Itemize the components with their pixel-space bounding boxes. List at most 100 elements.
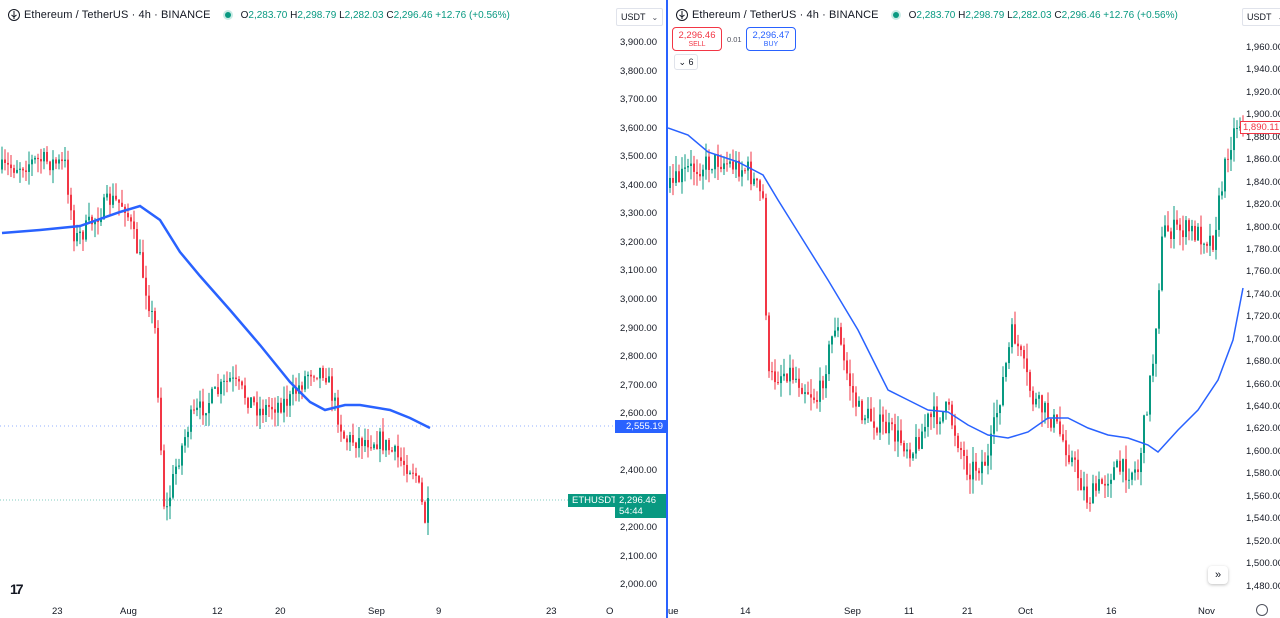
candle-body: [157, 327, 159, 398]
chart-pane-right[interactable]: Ethereum / TetherUS · 4h · BINANCE O2,28…: [666, 0, 1280, 618]
candle-body: [319, 367, 321, 379]
price-tick-label: 3,200.00: [620, 236, 657, 248]
symbol-title[interactable]: Ethereum / TetherUS · 4h · BINANCE: [692, 9, 879, 21]
candle-body: [828, 344, 830, 375]
candle-body: [322, 367, 324, 378]
candle-body: [154, 310, 156, 328]
candle-body: [780, 376, 782, 384]
candle-body: [1092, 483, 1094, 504]
price-tick-label: 1,900.00: [1246, 109, 1280, 121]
candle-body: [361, 438, 363, 447]
candle-body: [954, 425, 956, 436]
currency-select-left[interactable]: USDT ⌄: [616, 8, 664, 26]
candle-body: [897, 430, 899, 442]
candle-body: [343, 431, 345, 439]
candle-body: [1095, 483, 1097, 491]
candle-body: [424, 502, 426, 523]
candle-body: [49, 161, 51, 171]
scroll-to-realtime-button[interactable]: »: [1208, 566, 1228, 584]
candle-body: [220, 381, 222, 395]
candle-body: [406, 464, 408, 474]
candle-body: [1077, 459, 1079, 479]
candle-body: [403, 460, 405, 465]
candle-body: [334, 397, 336, 401]
candle-body: [214, 387, 216, 389]
candle-body: [753, 178, 755, 185]
candle-body: [340, 424, 342, 432]
price-tick-label: 3,300.00: [620, 208, 657, 220]
candle-body: [1230, 150, 1232, 160]
candle-body: [211, 388, 213, 404]
candle-body: [741, 170, 743, 177]
candle-body: [789, 367, 791, 382]
candle-body: [915, 437, 917, 454]
candle-body: [846, 360, 848, 374]
candle-body: [274, 409, 276, 413]
candle-body: [325, 377, 327, 383]
candle-body: [918, 437, 920, 449]
candle-body: [181, 445, 183, 466]
price-tick-label: 1,660.00: [1246, 378, 1280, 390]
chevron-down-icon: ⌄: [678, 57, 686, 67]
candle-body: [669, 177, 671, 188]
time-tick-label: 12: [212, 606, 223, 617]
buy-button[interactable]: 2,296.47 BUY: [746, 27, 796, 51]
candle-body: [358, 438, 360, 449]
candle-body: [166, 506, 168, 508]
candle-body: [1089, 502, 1091, 504]
price-tick-label: 1,820.00: [1246, 199, 1280, 211]
price-tick-label: 1,860.00: [1246, 154, 1280, 166]
price-tick-label: 1,540.00: [1246, 513, 1280, 525]
candle-body: [984, 461, 986, 466]
candle-body: [1053, 414, 1055, 428]
chart-canvas-left[interactable]: [0, 0, 666, 618]
price-tick-label: 2,400.00: [620, 465, 657, 477]
candle-body: [870, 408, 872, 422]
candle-body: [1227, 158, 1229, 160]
candle-body: [202, 401, 204, 416]
indicators-toggle-button[interactable]: ⌄ 6: [674, 54, 698, 70]
candle-body: [307, 374, 309, 377]
candle-body: [762, 191, 764, 198]
candle-body: [744, 170, 746, 172]
candle-body: [1014, 324, 1016, 344]
candle-body: [1155, 328, 1157, 364]
tradingview-logo[interactable]: 17: [10, 581, 24, 597]
candle-body: [337, 397, 339, 425]
candle-body: [819, 380, 821, 402]
candle-body: [1098, 479, 1100, 491]
candle-body: [4, 159, 6, 163]
symbol-title[interactable]: Ethereum / TetherUS · 4h · BINANCE: [24, 9, 211, 21]
chart-canvas-right[interactable]: [668, 0, 1280, 618]
time-tick-label: 20: [275, 606, 286, 617]
candle-body: [816, 399, 818, 402]
candle-body: [391, 450, 393, 452]
candle-body: [316, 377, 318, 379]
candle-body: [1107, 483, 1109, 486]
gear-icon[interactable]: [1256, 604, 1268, 616]
candle-body: [301, 385, 303, 390]
candle-body: [1164, 225, 1166, 237]
sell-button[interactable]: 2,296.46 SELL: [672, 27, 722, 51]
price-tick-label: 1,640.00: [1246, 401, 1280, 413]
symbol-header-left: Ethereum / TetherUS · 4h · BINANCE O2,28…: [8, 9, 510, 21]
price-tick-label: 1,940.00: [1246, 64, 1280, 76]
candle-body: [1050, 419, 1052, 428]
price-tick-label: 1,780.00: [1246, 243, 1280, 255]
candle-body: [400, 457, 402, 461]
candle-body: [1182, 230, 1184, 238]
candle-body: [675, 171, 677, 183]
currency-select-right[interactable]: USDT⌄: [1242, 8, 1280, 26]
candle-body: [810, 394, 812, 398]
buy-price: 2,296.47: [752, 30, 790, 41]
candle-body: [394, 445, 396, 452]
candle-body: [382, 431, 384, 451]
candle-body: [313, 376, 315, 378]
candle-body: [771, 371, 773, 373]
market-open-dot: [892, 12, 899, 18]
candle-body: [756, 178, 758, 181]
sell-price: 2,296.46: [678, 30, 716, 41]
candle-body: [379, 431, 381, 449]
chart-pane-left[interactable]: Ethereum / TetherUS · 4h · BINANCE O2,28…: [0, 0, 666, 618]
candle-body: [178, 465, 180, 467]
